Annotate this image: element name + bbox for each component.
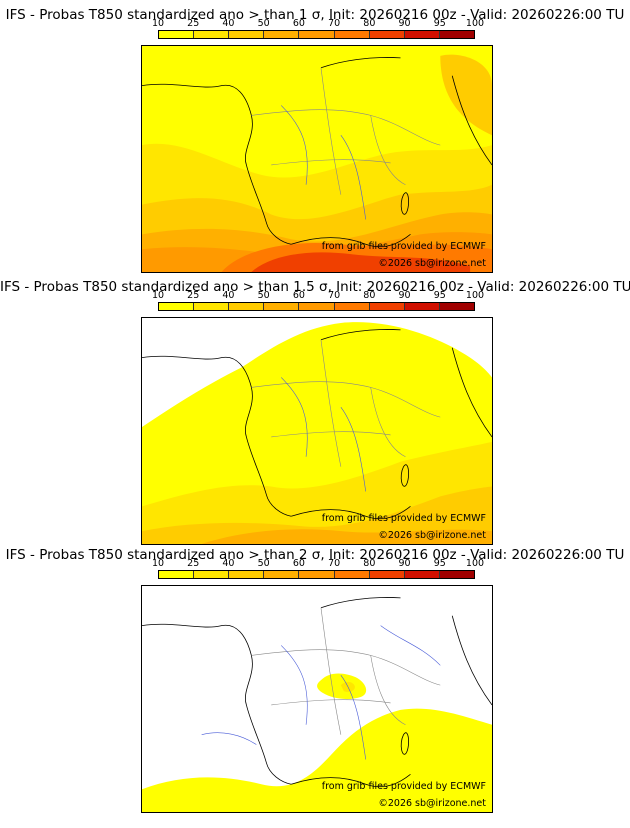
colorbar-ticks: 10 25 40 50 60 70 80 90 95 100: [152, 290, 484, 302]
colorbar-segment: [439, 571, 474, 578]
colorbar-tick: 80: [363, 558, 376, 569]
coastlines: [142, 597, 492, 788]
map-panel-1-5sigma: IFS - Probas T850 standardized ano > tha…: [0, 279, 630, 547]
colorbar-tick: 95: [433, 18, 446, 29]
colorbar-tick: 40: [222, 558, 235, 569]
coastlines: [142, 329, 492, 520]
probability-area-50: [201, 529, 492, 544]
panel-title: IFS - Probas T850 standardized ano > tha…: [5, 547, 625, 563]
colorbar-tick: 80: [363, 290, 376, 301]
colorbar-ticks: 10 25 40 50 60 70 80 90 95 100: [152, 558, 484, 570]
colorbar-segment: [369, 571, 405, 578]
probability-map: from grib files provided by ECMWF ©2026 …: [141, 45, 493, 273]
colorbar-tick: 95: [433, 290, 446, 301]
rivers: [201, 625, 441, 760]
panel-title: IFS - Probas T850 standardized ano > tha…: [0, 279, 630, 295]
colorbar-tick: 60: [292, 18, 305, 29]
colorbar-segment: [229, 31, 265, 38]
map-panel-2sigma: IFS - Probas T850 standardized ano > tha…: [0, 547, 630, 815]
colorbar-segment: [404, 303, 440, 310]
colorbar-segment: [299, 571, 335, 578]
colorbar-tick: 70: [328, 18, 341, 29]
colorbar-tick: 40: [222, 18, 235, 29]
colorbar-tick: 70: [328, 290, 341, 301]
colorbar-tick: 60: [292, 558, 305, 569]
probability-map: from grib files provided by ECMWF ©2026 …: [141, 585, 493, 813]
map-graphic: [142, 46, 492, 272]
colorbar-tick: 10: [151, 18, 165, 29]
colorbar-segment: [229, 303, 265, 310]
colorbar-segment: [194, 571, 230, 578]
colorbar-tick: 100: [465, 18, 485, 29]
rivers: [280, 105, 367, 220]
colorbar-tick: 25: [187, 290, 200, 301]
colorbar-tick: 25: [187, 18, 200, 29]
coastlines: [142, 57, 492, 248]
colorbar-tick: 95: [433, 558, 446, 569]
colorbar-segment: [369, 303, 405, 310]
colorbar-segment: [439, 31, 474, 38]
colorbar-segment: [404, 571, 440, 578]
probability-area-10: [142, 708, 492, 812]
colorbar-segment: [264, 31, 300, 38]
source-credit: from grib files provided by ECMWF: [321, 241, 486, 252]
colorbar-tick: 25: [187, 558, 200, 569]
colorbar-segment: [334, 31, 370, 38]
source-credit: from grib files provided by ECMWF: [321, 781, 486, 792]
colorbar-tick: 50: [257, 290, 270, 301]
colorbar-segment: [194, 31, 230, 38]
colorbar-segment: [334, 571, 370, 578]
map-graphic: [142, 586, 492, 812]
colorbar-tick: 40: [222, 290, 235, 301]
colorbar-segment: [194, 303, 230, 310]
probability-area-80: [251, 252, 471, 272]
colorbar-segment: [299, 31, 335, 38]
colorbar-tick: 60: [292, 290, 305, 301]
map-graphic: [142, 318, 492, 544]
colorbar-tick: 70: [328, 558, 341, 569]
colorbar-segment: [439, 303, 474, 310]
borders: [251, 607, 441, 735]
source-credit: from grib files provided by ECMWF: [321, 513, 486, 524]
borders: [251, 67, 441, 195]
colorbar: [158, 30, 475, 39]
probability-area-40: [142, 486, 492, 544]
colorbar: [158, 570, 475, 579]
colorbar-tick: 50: [257, 558, 270, 569]
colorbar-segment: [159, 303, 195, 310]
colorbar-tick: 90: [398, 558, 411, 569]
probability-map: from grib files provided by ECMWF ©2026 …: [141, 317, 493, 545]
colorbar-segment: [404, 31, 440, 38]
map-panel-1sigma: IFS - Probas T850 standardized ano > tha…: [0, 7, 630, 275]
rivers: [280, 377, 367, 492]
borders: [251, 339, 441, 467]
copyright: ©2026 sb@irizone.net: [378, 798, 486, 809]
colorbar-segment: [264, 303, 300, 310]
colorbar-tick: 90: [398, 290, 411, 301]
colorbar-tick: 10: [151, 290, 165, 301]
colorbar-tick: 50: [257, 18, 270, 29]
colorbar-segment: [159, 571, 195, 578]
copyright: ©2026 sb@irizone.net: [378, 530, 486, 541]
colorbar-ticks: 10 25 40 50 60 70 80 90 95 100: [152, 18, 484, 30]
colorbar-segment: [229, 571, 265, 578]
colorbar-tick: 10: [151, 558, 165, 569]
colorbar-segment: [159, 31, 195, 38]
colorbar-segment: [369, 31, 405, 38]
colorbar-tick: 90: [398, 18, 411, 29]
colorbar-segment: [299, 303, 335, 310]
panel-title: IFS - Probas T850 standardized ano > tha…: [5, 7, 625, 23]
probability-area-40: [440, 54, 492, 136]
colorbar-tick: 80: [363, 18, 376, 29]
colorbar-segment: [334, 303, 370, 310]
colorbar: [158, 302, 475, 311]
colorbar-tick: 100: [465, 290, 485, 301]
colorbar-tick: 100: [465, 558, 485, 569]
colorbar-segment: [264, 571, 300, 578]
copyright: ©2026 sb@irizone.net: [378, 258, 486, 269]
